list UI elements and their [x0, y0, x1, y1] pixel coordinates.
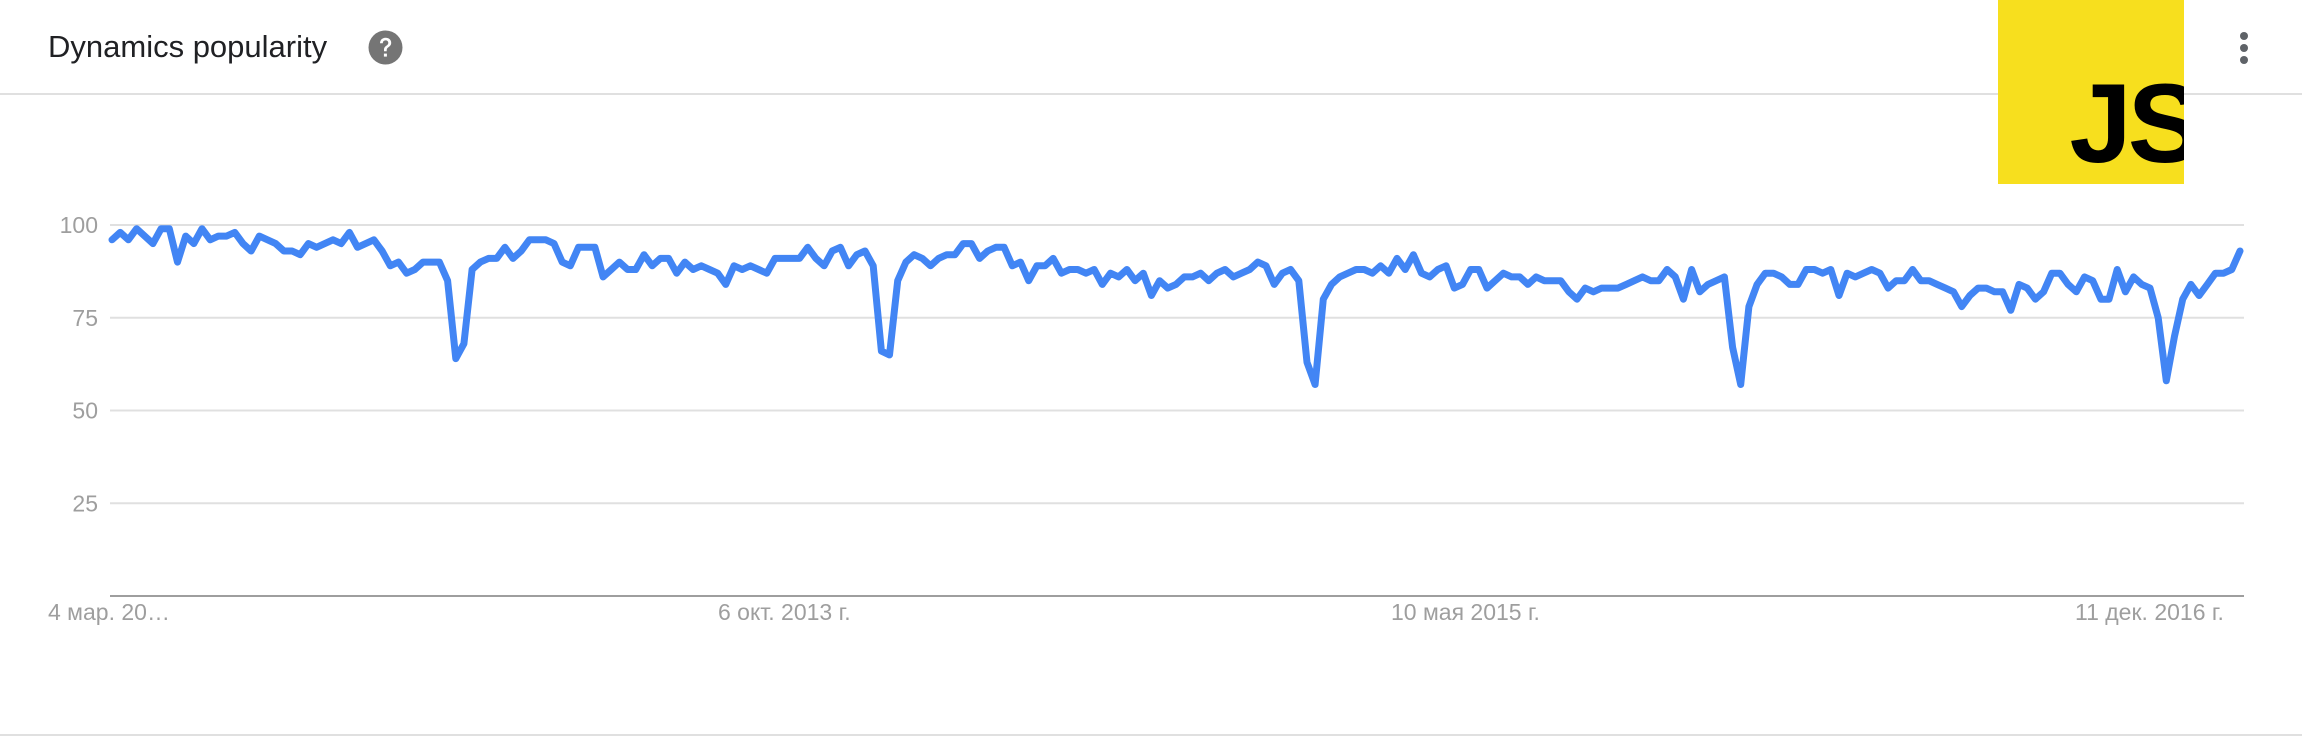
javascript-logo: JS	[1998, 0, 2203, 186]
card-bottom-border	[0, 734, 2302, 736]
y-tick-label: 75	[72, 305, 98, 331]
more-vert-icon[interactable]	[2232, 28, 2256, 68]
series-line-0	[108, 225, 2244, 388]
grid-lines	[110, 224, 2244, 505]
x-axis-ticks: 4 мар. 20… 6 окт. 2013 г. 10 мая 2015 г. 11…	[48, 599, 2224, 625]
logo-text: JS	[2070, 61, 2185, 184]
x-tick-label: 4 мар. 20…	[48, 599, 170, 625]
y-tick-label: 25	[72, 490, 98, 516]
y-axis-ticks: 25 50 75 100	[60, 212, 98, 516]
y-tick-label: 100	[60, 212, 98, 238]
x-tick-label: 11 дек. 2016 г.	[2075, 599, 2224, 625]
card-header: Dynamics popularity	[0, 0, 2302, 95]
logo-background	[1998, 0, 2184, 184]
x-tick-label: 6 окт. 2013 г.	[718, 599, 851, 625]
x-tick-label: 10 мая 2015 г.	[1391, 599, 1540, 625]
y-tick-label: 50	[72, 398, 98, 424]
help-circle-icon[interactable]	[367, 29, 404, 66]
card-title: Dynamics popularity	[48, 29, 328, 64]
